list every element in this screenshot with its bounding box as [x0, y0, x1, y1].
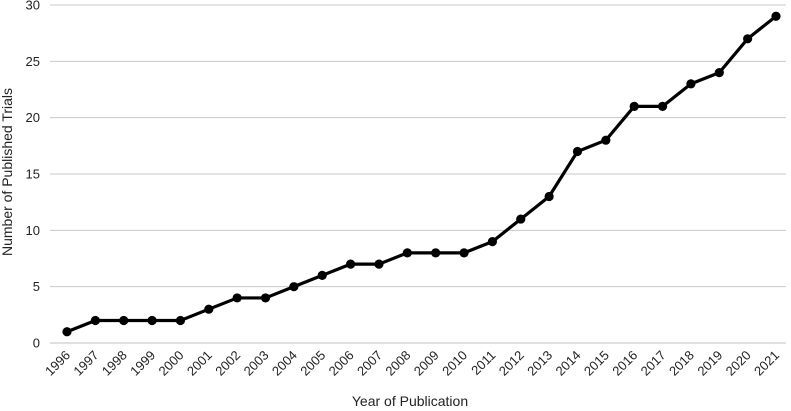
x-tick-label-2006: 2006 [326, 348, 357, 379]
data-point-2015 [601, 135, 611, 145]
x-tick-label-2008: 2008 [382, 348, 413, 379]
y-tick-label-15: 15 [26, 167, 40, 182]
data-point-2008 [402, 248, 412, 258]
x-tick-label-2009: 2009 [411, 348, 442, 379]
data-point-2006 [346, 259, 356, 269]
y-axis-title: Number of Published Trials [0, 88, 15, 256]
data-point-2007 [374, 259, 384, 269]
data-point-2002 [232, 293, 242, 303]
data-point-2000 [175, 315, 186, 326]
x-tick-label-2000: 2000 [156, 348, 187, 379]
data-point-2021 [771, 11, 781, 21]
x-tick-label-2012: 2012 [496, 348, 527, 379]
data-point-2005 [317, 270, 327, 280]
x-tick-label-1999: 1999 [127, 348, 158, 379]
y-tick-label-0: 0 [33, 336, 40, 351]
x-tick-label-2004: 2004 [269, 348, 300, 379]
data-point-2018 [686, 79, 696, 89]
x-tick-label-2016: 2016 [609, 348, 640, 379]
data-point-2014 [572, 146, 583, 157]
y-tick-label-25: 25 [26, 54, 40, 69]
x-tick-label-2018: 2018 [666, 348, 697, 379]
data-point-2003 [260, 293, 271, 303]
data-point-2010 [459, 248, 469, 258]
y-axis-ticks: 0 5 10 15 20 25 30 [26, 0, 40, 351]
x-tick-label-2014: 2014 [553, 348, 584, 379]
data-point-2016 [629, 101, 639, 111]
x-tick-label-2021: 2021 [751, 348, 782, 379]
x-tick-label-2007: 2007 [354, 348, 385, 379]
x-tick-label-2015: 2015 [581, 348, 612, 379]
x-tick-label-2019: 2019 [694, 348, 725, 379]
x-tick-label-1996: 1996 [42, 348, 73, 379]
x-tick-label-2011: 2011 [468, 348, 498, 378]
x-tick-label-2020: 2020 [723, 348, 754, 379]
data-point-2009 [431, 248, 441, 258]
data-point-2001 [204, 304, 214, 314]
data-point-1998 [119, 315, 129, 326]
data-point-1996 [62, 327, 72, 337]
x-tick-label-2010: 2010 [439, 348, 470, 379]
data-point-2012 [516, 214, 526, 224]
x-tick-label-2002: 2002 [212, 348, 243, 379]
x-tick-label-2017: 2017 [638, 348, 669, 379]
x-axis-ticks: 1996199719981999200020012002200320042005… [42, 348, 782, 379]
series-layer [62, 11, 781, 337]
x-tick-label-1997: 1997 [70, 348, 101, 379]
series-line-0 [65, 14, 778, 334]
y-tick-label-10: 10 [26, 223, 40, 238]
y-tick-label-20: 20 [26, 110, 40, 125]
data-point-2011 [487, 237, 497, 247]
data-point-2013 [544, 191, 554, 202]
x-axis-title: Year of Publication [352, 393, 468, 409]
x-tick-label-2003: 2003 [241, 348, 272, 379]
data-point-2017 [657, 101, 668, 111]
data-point-1997 [90, 315, 100, 326]
x-tick-label-2001: 2001 [184, 348, 215, 379]
x-tick-label-2013: 2013 [524, 348, 555, 379]
x-tick-label-2005: 2005 [297, 348, 328, 379]
data-point-2020 [743, 34, 753, 44]
x-tick-label-1998: 1998 [99, 348, 130, 379]
y-tick-label-30: 30 [26, 0, 40, 13]
data-point-2019 [714, 68, 724, 78]
gridlines [50, 4, 786, 344]
y-tick-label-5: 5 [33, 279, 40, 294]
data-point-2004 [289, 282, 299, 292]
data-point-1999 [147, 315, 157, 326]
